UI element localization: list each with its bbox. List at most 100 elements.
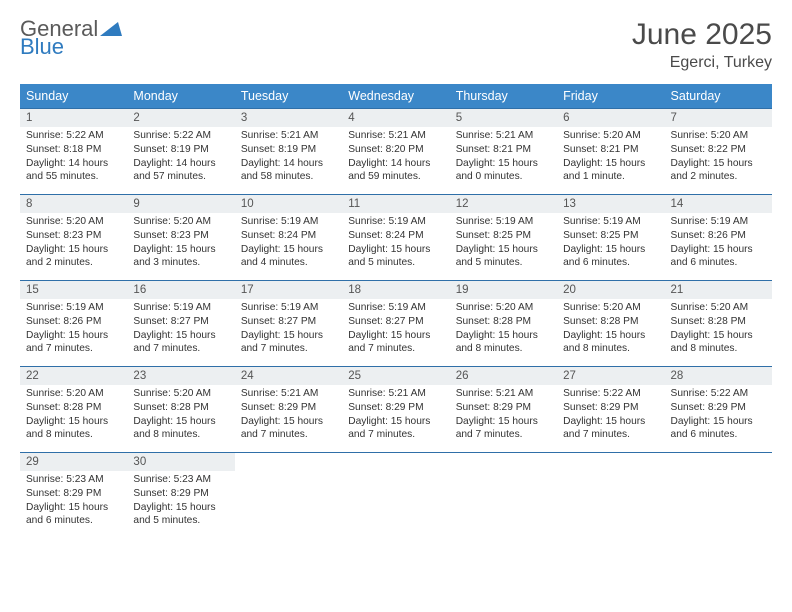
weekday-header: Wednesday xyxy=(342,84,449,109)
sunrise-line: Sunrise: 5:20 AM xyxy=(26,387,121,401)
calendar-cell: 17Sunrise: 5:19 AMSunset: 8:27 PMDayligh… xyxy=(235,281,342,367)
day-details: Sunrise: 5:21 AMSunset: 8:29 PMDaylight:… xyxy=(342,385,449,446)
day-details: Sunrise: 5:19 AMSunset: 8:27 PMDaylight:… xyxy=(342,299,449,360)
sunrise-line: Sunrise: 5:22 AM xyxy=(563,387,658,401)
daylight-line: Daylight: 14 hours and 57 minutes. xyxy=(133,157,228,185)
sunrise-line: Sunrise: 5:21 AM xyxy=(241,129,336,143)
daylight-line: Daylight: 15 hours and 7 minutes. xyxy=(26,329,121,357)
logo-word-blue: Blue xyxy=(20,34,64,59)
sunset-line: Sunset: 8:21 PM xyxy=(563,143,658,157)
day-number: 13 xyxy=(557,195,664,213)
day-details: Sunrise: 5:19 AMSunset: 8:26 PMDaylight:… xyxy=(665,213,772,274)
daylight-line: Daylight: 15 hours and 6 minutes. xyxy=(671,243,766,271)
day-number: 28 xyxy=(665,367,772,385)
day-details: Sunrise: 5:22 AMSunset: 8:29 PMDaylight:… xyxy=(557,385,664,446)
daylight-line: Daylight: 15 hours and 7 minutes. xyxy=(348,415,443,443)
day-number: 4 xyxy=(342,109,449,127)
sunset-line: Sunset: 8:25 PM xyxy=(563,229,658,243)
weekday-header: Sunday xyxy=(20,84,127,109)
day-details: Sunrise: 5:19 AMSunset: 8:25 PMDaylight:… xyxy=(450,213,557,274)
sunset-line: Sunset: 8:19 PM xyxy=(241,143,336,157)
day-number: 18 xyxy=(342,281,449,299)
sunrise-line: Sunrise: 5:21 AM xyxy=(456,387,551,401)
calendar-cell: 13Sunrise: 5:19 AMSunset: 8:25 PMDayligh… xyxy=(557,195,664,281)
day-number: 7 xyxy=(665,109,772,127)
sunset-line: Sunset: 8:29 PM xyxy=(241,401,336,415)
calendar-cell: 12Sunrise: 5:19 AMSunset: 8:25 PMDayligh… xyxy=(450,195,557,281)
day-details: Sunrise: 5:21 AMSunset: 8:29 PMDaylight:… xyxy=(235,385,342,446)
logo-triangle-icon xyxy=(100,18,122,40)
calendar-cell xyxy=(450,453,557,539)
sunset-line: Sunset: 8:19 PM xyxy=(133,143,228,157)
day-details: Sunrise: 5:21 AMSunset: 8:19 PMDaylight:… xyxy=(235,127,342,188)
day-number: 24 xyxy=(235,367,342,385)
day-details: Sunrise: 5:20 AMSunset: 8:28 PMDaylight:… xyxy=(20,385,127,446)
sunset-line: Sunset: 8:29 PM xyxy=(563,401,658,415)
day-number: 14 xyxy=(665,195,772,213)
day-details: Sunrise: 5:20 AMSunset: 8:22 PMDaylight:… xyxy=(665,127,772,188)
day-details: Sunrise: 5:23 AMSunset: 8:29 PMDaylight:… xyxy=(127,471,234,532)
day-details: Sunrise: 5:22 AMSunset: 8:29 PMDaylight:… xyxy=(665,385,772,446)
calendar-cell: 8Sunrise: 5:20 AMSunset: 8:23 PMDaylight… xyxy=(20,195,127,281)
day-number: 10 xyxy=(235,195,342,213)
sunrise-line: Sunrise: 5:19 AM xyxy=(133,301,228,315)
calendar-cell: 23Sunrise: 5:20 AMSunset: 8:28 PMDayligh… xyxy=(127,367,234,453)
sunset-line: Sunset: 8:27 PM xyxy=(133,315,228,329)
sunrise-line: Sunrise: 5:23 AM xyxy=(133,473,228,487)
day-details: Sunrise: 5:21 AMSunset: 8:20 PMDaylight:… xyxy=(342,127,449,188)
day-number: 6 xyxy=(557,109,664,127)
calendar-body: 1Sunrise: 5:22 AMSunset: 8:18 PMDaylight… xyxy=(20,109,772,539)
day-number: 1 xyxy=(20,109,127,127)
day-number: 20 xyxy=(557,281,664,299)
day-details: Sunrise: 5:19 AMSunset: 8:24 PMDaylight:… xyxy=(342,213,449,274)
day-details: Sunrise: 5:19 AMSunset: 8:26 PMDaylight:… xyxy=(20,299,127,360)
sunrise-line: Sunrise: 5:22 AM xyxy=(671,387,766,401)
sunrise-line: Sunrise: 5:19 AM xyxy=(241,215,336,229)
calendar-cell: 30Sunrise: 5:23 AMSunset: 8:29 PMDayligh… xyxy=(127,453,234,539)
daylight-line: Daylight: 15 hours and 5 minutes. xyxy=(456,243,551,271)
day-number: 12 xyxy=(450,195,557,213)
weekday-header: Tuesday xyxy=(235,84,342,109)
sunrise-line: Sunrise: 5:20 AM xyxy=(563,301,658,315)
day-details: Sunrise: 5:22 AMSunset: 8:18 PMDaylight:… xyxy=(20,127,127,188)
daylight-line: Daylight: 15 hours and 1 minute. xyxy=(563,157,658,185)
calendar-cell: 28Sunrise: 5:22 AMSunset: 8:29 PMDayligh… xyxy=(665,367,772,453)
sunrise-line: Sunrise: 5:21 AM xyxy=(348,387,443,401)
day-number: 19 xyxy=(450,281,557,299)
calendar-cell: 11Sunrise: 5:19 AMSunset: 8:24 PMDayligh… xyxy=(342,195,449,281)
day-number: 9 xyxy=(127,195,234,213)
day-details: Sunrise: 5:20 AMSunset: 8:23 PMDaylight:… xyxy=(127,213,234,274)
calendar-cell xyxy=(557,453,664,539)
sunrise-line: Sunrise: 5:19 AM xyxy=(348,301,443,315)
daylight-line: Daylight: 15 hours and 3 minutes. xyxy=(133,243,228,271)
calendar-cell: 7Sunrise: 5:20 AMSunset: 8:22 PMDaylight… xyxy=(665,109,772,195)
daylight-line: Daylight: 15 hours and 6 minutes. xyxy=(563,243,658,271)
sunset-line: Sunset: 8:27 PM xyxy=(241,315,336,329)
sunset-line: Sunset: 8:29 PM xyxy=(26,487,121,501)
sunset-line: Sunset: 8:24 PM xyxy=(241,229,336,243)
calendar-cell: 3Sunrise: 5:21 AMSunset: 8:19 PMDaylight… xyxy=(235,109,342,195)
sunrise-line: Sunrise: 5:19 AM xyxy=(671,215,766,229)
sunrise-line: Sunrise: 5:23 AM xyxy=(26,473,121,487)
day-details: Sunrise: 5:22 AMSunset: 8:19 PMDaylight:… xyxy=(127,127,234,188)
page-subtitle: Egerci, Turkey xyxy=(632,54,772,72)
sunrise-line: Sunrise: 5:19 AM xyxy=(241,301,336,315)
calendar-cell xyxy=(342,453,449,539)
weekday-header: Thursday xyxy=(450,84,557,109)
calendar-cell: 24Sunrise: 5:21 AMSunset: 8:29 PMDayligh… xyxy=(235,367,342,453)
header: General Blue June 2025 Egerci, Turkey xyxy=(20,18,772,72)
daylight-line: Daylight: 15 hours and 5 minutes. xyxy=(348,243,443,271)
daylight-line: Daylight: 14 hours and 59 minutes. xyxy=(348,157,443,185)
daylight-line: Daylight: 15 hours and 7 minutes. xyxy=(348,329,443,357)
day-number: 23 xyxy=(127,367,234,385)
page: General Blue June 2025 Egerci, Turkey Su… xyxy=(0,0,792,557)
calendar-cell: 6Sunrise: 5:20 AMSunset: 8:21 PMDaylight… xyxy=(557,109,664,195)
sunset-line: Sunset: 8:21 PM xyxy=(456,143,551,157)
daylight-line: Daylight: 15 hours and 6 minutes. xyxy=(671,415,766,443)
day-number: 11 xyxy=(342,195,449,213)
daylight-line: Daylight: 15 hours and 7 minutes. xyxy=(563,415,658,443)
calendar-table: Sunday Monday Tuesday Wednesday Thursday… xyxy=(20,84,772,539)
calendar-cell: 21Sunrise: 5:20 AMSunset: 8:28 PMDayligh… xyxy=(665,281,772,367)
sunrise-line: Sunrise: 5:21 AM xyxy=(348,129,443,143)
weekday-header: Saturday xyxy=(665,84,772,109)
